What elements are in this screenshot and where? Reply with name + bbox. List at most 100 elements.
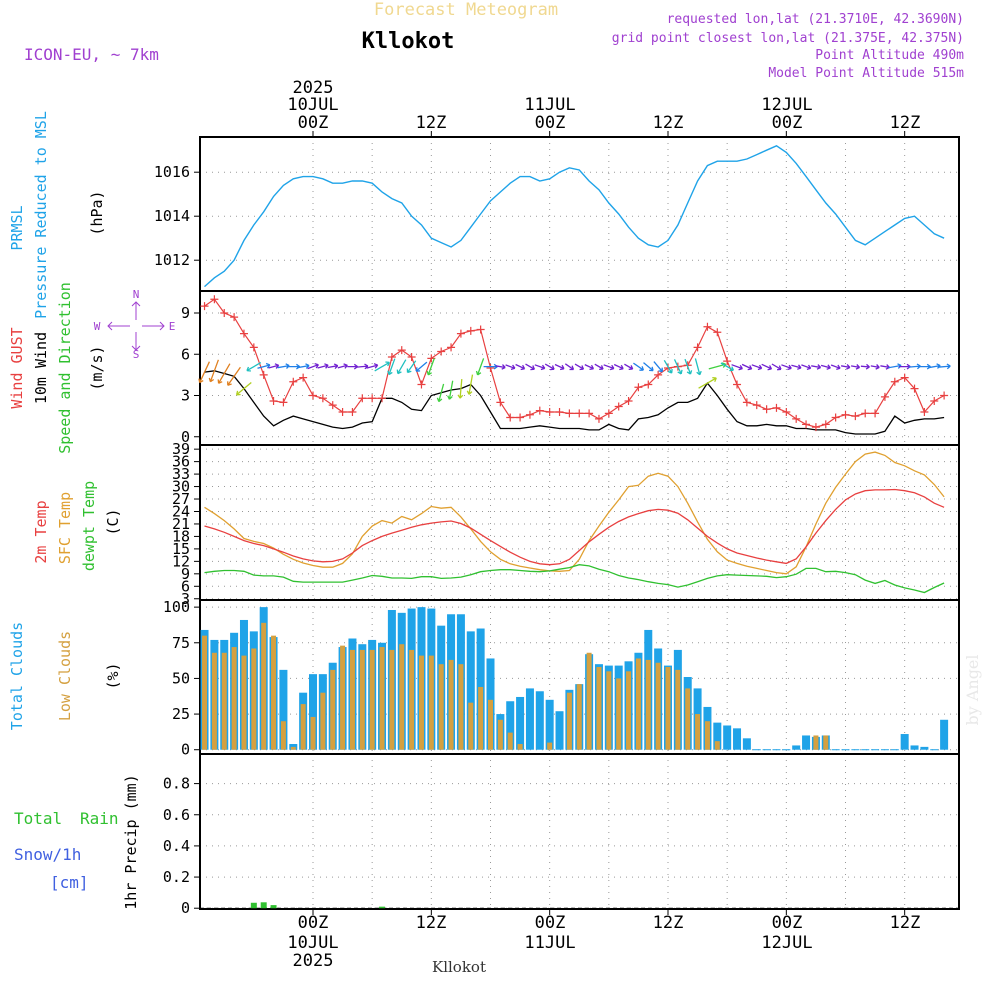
wind-direction-arrow — [684, 358, 693, 375]
wind-direction-arrow — [840, 364, 851, 370]
y-tick-label: 24 — [172, 502, 190, 520]
gust-marker — [309, 391, 317, 400]
low-cloud-bar — [261, 622, 267, 750]
y-tick-label: 6 — [181, 577, 190, 595]
low-cloud-bar — [478, 686, 484, 750]
compass-east: E — [169, 320, 176, 333]
low-cloud-bar — [271, 635, 277, 750]
low-cloud-bar — [359, 649, 365, 750]
gust-marker — [318, 394, 327, 403]
gust-marker — [397, 346, 406, 355]
wind-direction-arrow — [720, 362, 734, 372]
top-hour-label: 00Z — [772, 113, 803, 133]
wind-direction-arrow — [347, 363, 358, 370]
gust-marker — [387, 353, 396, 361]
gust-marker — [476, 325, 485, 334]
wind-direction-arrow — [613, 363, 624, 371]
total-cloud-bar — [525, 688, 534, 750]
gust-marker — [851, 412, 860, 421]
wind-direction-arrow — [741, 363, 753, 371]
total-cloud-bar — [309, 674, 317, 750]
wind-direction-arrow — [396, 359, 407, 375]
gust-marker — [762, 405, 771, 414]
low-cloud-bar — [665, 667, 671, 750]
requested-coords: requested lon,lat (21.3710E, 42.3690N) — [667, 12, 964, 27]
gust-marker — [772, 403, 781, 412]
wind-direction-arrow — [603, 364, 615, 371]
compass-arrows — [107, 301, 165, 351]
gust-marker — [249, 343, 258, 352]
gust-marker — [348, 408, 357, 416]
low-cloud-bar — [695, 714, 701, 750]
gust-marker — [733, 380, 742, 389]
gust-marker — [565, 409, 574, 418]
gust-marker — [545, 408, 554, 416]
bottom-hour-label: 12Z — [653, 913, 684, 933]
gust-marker — [230, 313, 239, 322]
wind-direction-arrow — [374, 361, 390, 372]
wind-direction-arrow — [860, 363, 870, 370]
low-cloud-bar — [547, 742, 553, 750]
low-cloud-bar — [300, 704, 306, 750]
compass-west: W — [94, 320, 101, 333]
wind-direction-arrow — [268, 363, 280, 369]
y-tick-label: 0.8 — [163, 775, 190, 793]
grid-point-coords: grid point closest lon,lat (21.375E, 42.… — [612, 31, 964, 46]
gust-marker — [723, 357, 732, 366]
low-cloud-bar — [221, 652, 227, 750]
sfc-temp-label: SFC Temp — [56, 492, 74, 564]
gust-marker — [220, 309, 229, 317]
y-tick-label: 0 — [181, 428, 190, 446]
y-tick-label: 33 — [172, 465, 190, 483]
y-tick-label: 39 — [172, 440, 190, 458]
total-clouds-label: Total Clouds — [8, 622, 26, 730]
low-cloud-bar — [409, 649, 415, 750]
sfc-temp-line — [204, 451, 945, 575]
gust-marker — [664, 364, 672, 372]
wind-direction-arrow — [227, 366, 241, 386]
y-tick-label: 0 — [181, 741, 190, 759]
wind-direction-arrow — [515, 363, 526, 371]
low-cloud-bar — [290, 746, 296, 750]
low-cloud-bar — [251, 648, 257, 750]
wind-direction-arrow — [653, 361, 664, 373]
total-cloud-bar — [535, 691, 544, 750]
wind-direction-arrow — [801, 364, 812, 371]
wind-direction-arrow — [731, 364, 743, 371]
pressure-label-1: PRMSL — [8, 205, 26, 250]
y-tick-label: 1012 — [154, 251, 190, 269]
y-tick-label: 1016 — [154, 163, 190, 181]
gust-marker — [644, 380, 653, 389]
gust-marker — [299, 373, 308, 382]
wind-direction-arrow — [208, 359, 220, 383]
gust-marker — [437, 347, 446, 356]
wind-direction-arrow — [356, 363, 369, 370]
total-cloud-bar — [555, 711, 564, 750]
wind-direction-arrow — [257, 362, 271, 369]
wind-direction-arrow — [937, 363, 951, 370]
low-cloud-bar — [596, 667, 602, 750]
gust-marker — [940, 391, 949, 400]
model-label: ICON-EU, ~ 7km — [24, 45, 159, 64]
low-cloud-bar — [389, 649, 395, 750]
y-tick-label: 18 — [172, 527, 190, 545]
gust-marker — [525, 410, 534, 419]
wind-direction-arrow — [406, 360, 417, 374]
low-cloud-bar — [714, 741, 720, 750]
gust-marker — [575, 409, 584, 418]
low-cloud-bar — [379, 647, 385, 750]
product-title: Forecast Meteogram — [374, 0, 558, 20]
total-cloud-bar — [733, 728, 742, 750]
total-cloud-bar — [466, 631, 475, 750]
gust-marker — [269, 397, 278, 405]
gust-marker — [407, 353, 416, 361]
top-hour-label: 00Z — [535, 113, 566, 133]
gust-marker — [802, 420, 811, 429]
y-tick-label: 9 — [181, 304, 190, 322]
wind-direction-arrow — [554, 363, 565, 371]
low-cloud-bar — [241, 655, 247, 750]
y-tick-label: 0 — [181, 899, 190, 917]
bottom-hour-label: 00Z — [298, 913, 329, 933]
top-hour-label: 12Z — [653, 113, 684, 133]
low-cloud-bar — [438, 664, 444, 750]
